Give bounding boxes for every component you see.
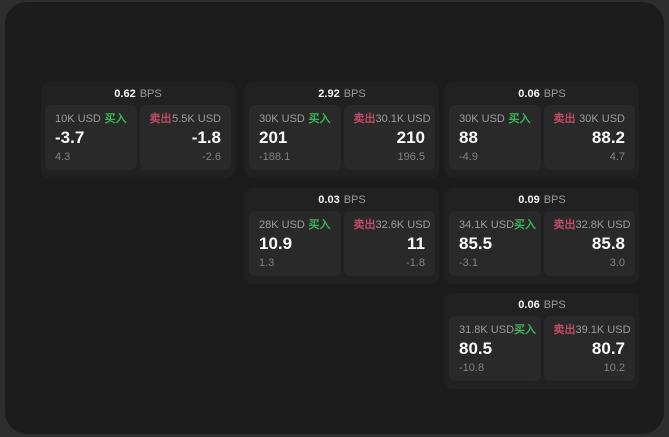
spread-value: 0.09	[518, 193, 540, 206]
buy-size-label: 34.1K USD	[459, 219, 515, 231]
sell-price: 85.8	[591, 234, 625, 253]
sell-tile[interactable]: 卖出 32.8K USD 85.8 3.0	[543, 211, 635, 276]
buy-tag: 买入	[308, 113, 331, 125]
spread-unit: BPS	[543, 193, 566, 206]
main-panel: 0.62 BPS 10K USD 买入 -3.7 4.3 卖出 5.5K USD	[5, 2, 664, 434]
quote-card: 2.92 BPS 30K USD 买入 201 -188.1 卖出 30.1K …	[245, 82, 439, 178]
sell-size-label: 30K USD	[579, 113, 625, 125]
sell-delta: -2.6	[202, 151, 221, 163]
buy-delta: -188.1	[259, 151, 291, 163]
quote-card: 0.06 BPS 30K USD 买入 88 -4.9 卖出 30K USD	[445, 82, 639, 178]
buy-tile[interactable]: 30K USD 买入 201 -188.1	[249, 105, 341, 170]
sell-tag: 卖出	[353, 219, 376, 231]
quote-card: 0.06 BPS 31.8K USD 买入 80.5 -10.8 卖出 39.1…	[445, 293, 639, 389]
spread-header: 0.62 BPS	[41, 82, 235, 105]
sell-size-label: 39.1K USD	[575, 324, 631, 336]
sell-tile[interactable]: 卖出 39.1K USD 80.7 10.2	[543, 316, 635, 381]
buy-tile[interactable]: 30K USD 买入 88 -4.9	[449, 105, 541, 170]
buy-delta: 1.3	[259, 257, 275, 269]
buy-price: 201	[259, 128, 288, 147]
buy-size-label: 28K USD	[259, 219, 305, 231]
sell-tag: 卖出	[553, 113, 576, 125]
buy-price: 88	[459, 128, 478, 147]
buy-tag: 买入	[308, 219, 331, 231]
spread-unit: BPS	[343, 193, 366, 206]
buy-price: 10.9	[259, 234, 293, 253]
sell-price: 210	[396, 128, 425, 147]
spread-header: 2.92 BPS	[245, 82, 439, 105]
sell-delta: 3.0	[609, 257, 625, 269]
spread-header: 0.09 BPS	[445, 188, 639, 211]
spread-unit: BPS	[543, 298, 566, 311]
sell-delta: 196.5	[397, 151, 425, 163]
sell-size-label: 32.8K USD	[575, 219, 631, 231]
buy-tag: 买入	[514, 324, 537, 336]
sell-tile[interactable]: 卖出 5.5K USD -1.8 -2.6	[139, 105, 231, 170]
sell-tag: 卖出	[149, 113, 172, 125]
sell-price: 11	[407, 234, 425, 253]
sell-tile[interactable]: 卖出 30K USD 88.2 4.7	[543, 105, 635, 170]
sell-delta: 4.7	[609, 151, 625, 163]
spread-unit: BPS	[139, 87, 162, 100]
spread-value: 0.62	[114, 87, 136, 100]
buy-tag: 买入	[514, 219, 537, 231]
sell-size-label: 30.1K USD	[375, 113, 431, 125]
sell-tag: 卖出	[553, 219, 576, 231]
buy-tag: 买入	[508, 113, 531, 125]
buy-delta: 4.3	[55, 151, 71, 163]
buy-price: 85.5	[459, 234, 493, 253]
buy-tile[interactable]: 10K USD 买入 -3.7 4.3	[45, 105, 137, 170]
sell-delta: -1.8	[406, 257, 425, 269]
sell-price: -1.8	[191, 128, 221, 147]
sell-tag: 卖出	[553, 324, 576, 336]
buy-price: 80.5	[459, 339, 493, 358]
quote-card: 0.62 BPS 10K USD 买入 -3.7 4.3 卖出 5.5K USD	[41, 82, 235, 178]
quote-card: 0.03 BPS 28K USD 买入 10.9 1.3 卖出 32.6K US…	[245, 188, 439, 284]
spread-header: 0.06 BPS	[445, 82, 639, 105]
spread-value: 2.92	[318, 87, 340, 100]
buy-delta: -4.9	[459, 151, 478, 163]
buy-size-label: 30K USD	[259, 113, 305, 125]
spread-value: 0.03	[318, 193, 340, 206]
buy-size-label: 31.8K USD	[459, 324, 515, 336]
buy-delta: -10.8	[459, 362, 485, 374]
sell-tag: 卖出	[353, 113, 376, 125]
quote-card: 0.09 BPS 34.1K USD 买入 85.5 -3.1 卖出 32.8K…	[445, 188, 639, 284]
sell-price: 80.7	[591, 339, 625, 358]
buy-size-label: 30K USD	[459, 113, 505, 125]
spread-value: 0.06	[518, 87, 540, 100]
buy-size-label: 10K USD	[55, 113, 101, 125]
sell-tile[interactable]: 卖出 30.1K USD 210 196.5	[343, 105, 435, 170]
buy-tile[interactable]: 28K USD 买入 10.9 1.3	[249, 211, 341, 276]
spread-value: 0.06	[518, 298, 540, 311]
spread-header: 0.06 BPS	[445, 293, 639, 316]
sell-size-label: 5.5K USD	[172, 113, 221, 125]
spread-unit: BPS	[343, 87, 366, 100]
buy-tile[interactable]: 31.8K USD 买入 80.5 -10.8	[449, 316, 541, 381]
sell-delta: 10.2	[603, 362, 625, 374]
buy-price: -3.7	[55, 128, 85, 147]
buy-tile[interactable]: 34.1K USD 买入 85.5 -3.1	[449, 211, 541, 276]
spread-header: 0.03 BPS	[245, 188, 439, 211]
sell-size-label: 32.6K USD	[375, 219, 431, 231]
sell-price: 88.2	[591, 128, 625, 147]
sell-tile[interactable]: 卖出 32.6K USD 11 -1.8	[343, 211, 435, 276]
spread-unit: BPS	[543, 87, 566, 100]
buy-tag: 买入	[104, 113, 127, 125]
buy-delta: -3.1	[459, 257, 478, 269]
